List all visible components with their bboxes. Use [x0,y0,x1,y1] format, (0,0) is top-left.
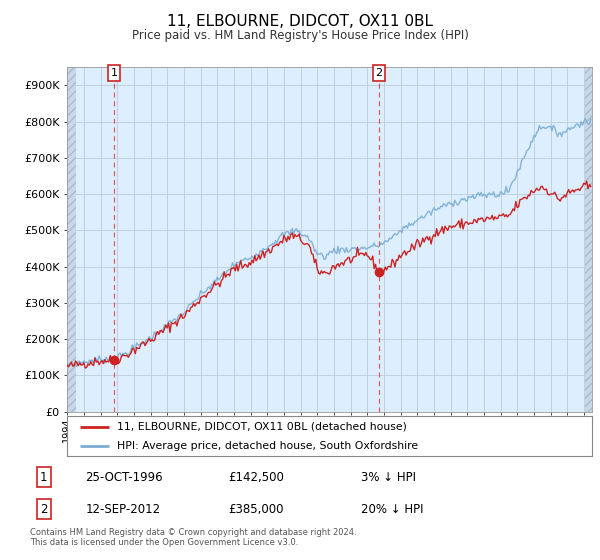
Text: 11, ELBOURNE, DIDCOT, OX11 0BL: 11, ELBOURNE, DIDCOT, OX11 0BL [167,14,433,29]
Text: 25-OCT-1996: 25-OCT-1996 [85,471,163,484]
Text: £385,000: £385,000 [229,503,284,516]
Text: £142,500: £142,500 [229,471,284,484]
Text: 1: 1 [40,471,47,484]
Bar [584,67,595,412]
Text: 2: 2 [376,68,383,78]
Text: HPI: Average price, detached house, South Oxfordshire: HPI: Average price, detached house, Sout… [117,441,418,450]
Bar [67,67,76,412]
Text: 3% ↓ HPI: 3% ↓ HPI [361,471,416,484]
Text: 1: 1 [110,68,118,78]
Text: 11, ELBOURNE, DIDCOT, OX11 0BL (detached house): 11, ELBOURNE, DIDCOT, OX11 0BL (detached… [117,422,407,432]
Text: 20% ↓ HPI: 20% ↓ HPI [361,503,424,516]
Text: Price paid vs. HM Land Registry's House Price Index (HPI): Price paid vs. HM Land Registry's House … [131,29,469,42]
Text: Contains HM Land Registry data © Crown copyright and database right 2024.
This d: Contains HM Land Registry data © Crown c… [30,528,356,548]
Text: 12-SEP-2012: 12-SEP-2012 [85,503,160,516]
Text: 2: 2 [40,503,47,516]
